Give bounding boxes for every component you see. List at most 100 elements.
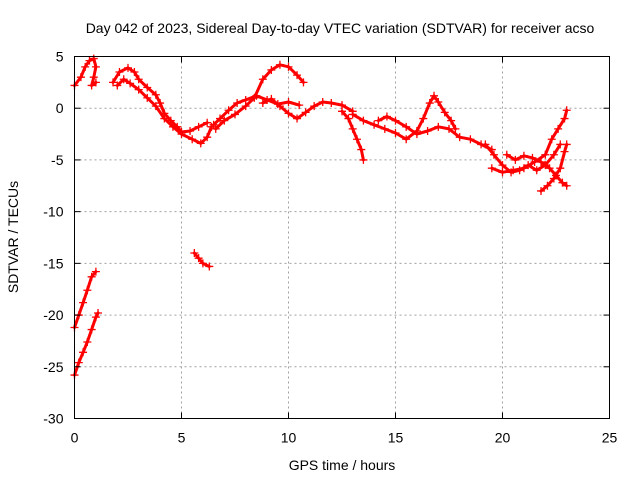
data-point (160, 114, 169, 123)
data-point (186, 126, 195, 135)
series-line (351, 94, 457, 141)
data-point (293, 114, 302, 123)
series-line (73, 311, 100, 377)
data-point (275, 60, 284, 69)
y-tick-label: -15 (43, 255, 63, 271)
series-line (376, 115, 494, 152)
data-point (502, 150, 511, 159)
data-point (91, 267, 100, 276)
data-point (543, 181, 552, 190)
data-point (455, 133, 464, 142)
data-point (258, 75, 267, 84)
y-tick-label: 0 (56, 100, 64, 116)
data-point (545, 164, 554, 173)
data-point (359, 155, 368, 164)
data-point (203, 133, 212, 142)
data-series (70, 54, 571, 380)
y-tick-label: 5 (56, 49, 64, 65)
y-tick-label: -25 (43, 359, 63, 375)
data-point (284, 98, 293, 107)
data-point (344, 114, 353, 123)
data-point (466, 135, 475, 144)
chart-title: Day 042 of 2023, Sidereal Day-to-day VTE… (86, 20, 595, 36)
x-tick-label: 15 (388, 430, 404, 446)
y-tick-label: -10 (43, 204, 63, 220)
data-point (241, 102, 250, 111)
data-point (293, 71, 302, 80)
data-point (554, 124, 563, 133)
data-point (402, 122, 411, 131)
series-arc-1 (70, 54, 100, 90)
series-arc-8 (348, 91, 460, 144)
data-point (434, 98, 443, 107)
data-point (130, 68, 139, 77)
data-point (115, 68, 124, 77)
data-point (560, 147, 569, 156)
data-point (267, 65, 276, 74)
data-point (299, 78, 308, 87)
data-point (380, 124, 389, 133)
data-point (440, 108, 449, 117)
series-arc-3 (113, 75, 216, 148)
x-axis-label: GPS time / hours (289, 457, 396, 473)
data-point (79, 348, 88, 357)
data-point (85, 56, 94, 65)
data-point (190, 249, 199, 258)
data-point (284, 109, 293, 118)
data-point (231, 110, 239, 119)
data-point (134, 75, 143, 84)
data-point (74, 358, 83, 367)
data-point (487, 164, 496, 173)
data-point (391, 116, 400, 125)
series-arc-13 (537, 140, 571, 195)
series-line (73, 57, 98, 87)
data-point (509, 166, 518, 175)
series-arc-2 (109, 63, 212, 137)
data-point (275, 102, 284, 111)
data-point (76, 73, 85, 82)
data-point (301, 108, 310, 117)
data-point (498, 168, 507, 177)
data-point (151, 90, 160, 99)
data-point (216, 114, 225, 123)
data-point (151, 102, 160, 111)
data-point (87, 81, 96, 90)
data-point (188, 135, 197, 144)
data-point (562, 106, 571, 115)
data-point (91, 313, 100, 322)
data-point (327, 99, 336, 108)
data-point (267, 94, 276, 103)
data-point (562, 140, 571, 149)
data-point (537, 186, 546, 195)
data-point (109, 78, 118, 87)
data-point (134, 85, 143, 94)
data-point (224, 106, 233, 115)
data-point (87, 272, 96, 281)
data-point (511, 155, 520, 164)
data-point (177, 130, 186, 139)
data-point (203, 118, 212, 127)
data-point (250, 93, 259, 102)
data-point (391, 129, 400, 138)
data-point (81, 62, 90, 71)
y-axis-label: SDTVAR / TECUs (5, 181, 21, 293)
data-point (498, 161, 507, 170)
data-point (198, 259, 207, 268)
data-point (83, 337, 92, 346)
data-point (91, 78, 100, 87)
data-point (532, 166, 541, 175)
data-point (119, 75, 128, 84)
data-point (357, 145, 366, 154)
x-tick-label: 20 (495, 430, 511, 446)
series-line (490, 108, 569, 174)
data-point (94, 309, 103, 318)
data-point (528, 153, 537, 162)
data-point (194, 254, 203, 263)
data-point (549, 150, 558, 159)
series-line (192, 251, 211, 268)
data-point (558, 178, 567, 187)
axis-ticks: 0 5 10 15 20 25 5 0 -5 -10 -15 -20 -25 -30 (43, 49, 617, 446)
data-point (318, 98, 327, 107)
